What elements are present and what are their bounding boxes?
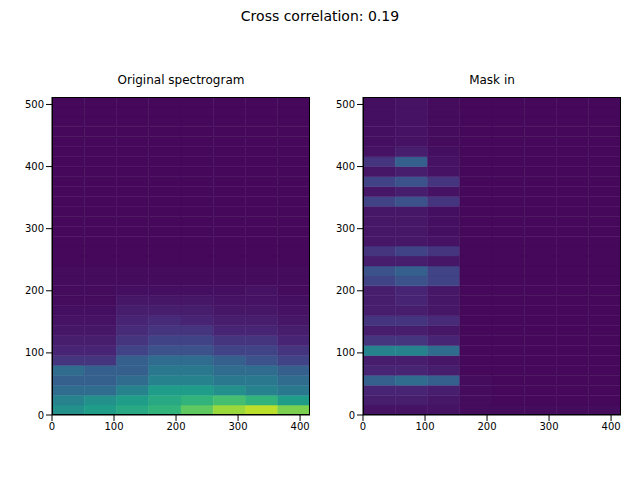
svg-text:500: 500 xyxy=(336,99,355,110)
svg-text:100: 100 xyxy=(25,347,44,358)
svg-text:300: 300 xyxy=(25,223,44,234)
svg-text:400: 400 xyxy=(336,161,355,172)
svg-text:100: 100 xyxy=(415,421,434,432)
svg-text:200: 200 xyxy=(336,285,355,296)
svg-text:400: 400 xyxy=(291,421,310,432)
svg-text:100: 100 xyxy=(104,421,123,432)
svg-text:400: 400 xyxy=(602,421,621,432)
svg-text:400: 400 xyxy=(25,161,44,172)
svg-text:300: 300 xyxy=(229,421,248,432)
svg-text:200: 200 xyxy=(477,421,496,432)
svg-text:0: 0 xyxy=(349,410,355,421)
svg-text:200: 200 xyxy=(25,285,44,296)
svg-text:300: 300 xyxy=(540,421,559,432)
html-text:Original spectrogram: Original spectrogram xyxy=(117,73,245,87)
svg-text:0: 0 xyxy=(49,421,55,432)
html-text:Cross correlation: 0.19: Cross correlation: 0.19 xyxy=(240,8,400,24)
svg-text:500: 500 xyxy=(25,99,44,110)
svg-text:0: 0 xyxy=(360,421,366,432)
html-text:Mask in: Mask in xyxy=(469,73,515,87)
svg-text:200: 200 xyxy=(166,421,185,432)
svg-text:100: 100 xyxy=(336,347,355,358)
svg-text:300: 300 xyxy=(336,223,355,234)
svg-text:0: 0 xyxy=(38,410,44,421)
